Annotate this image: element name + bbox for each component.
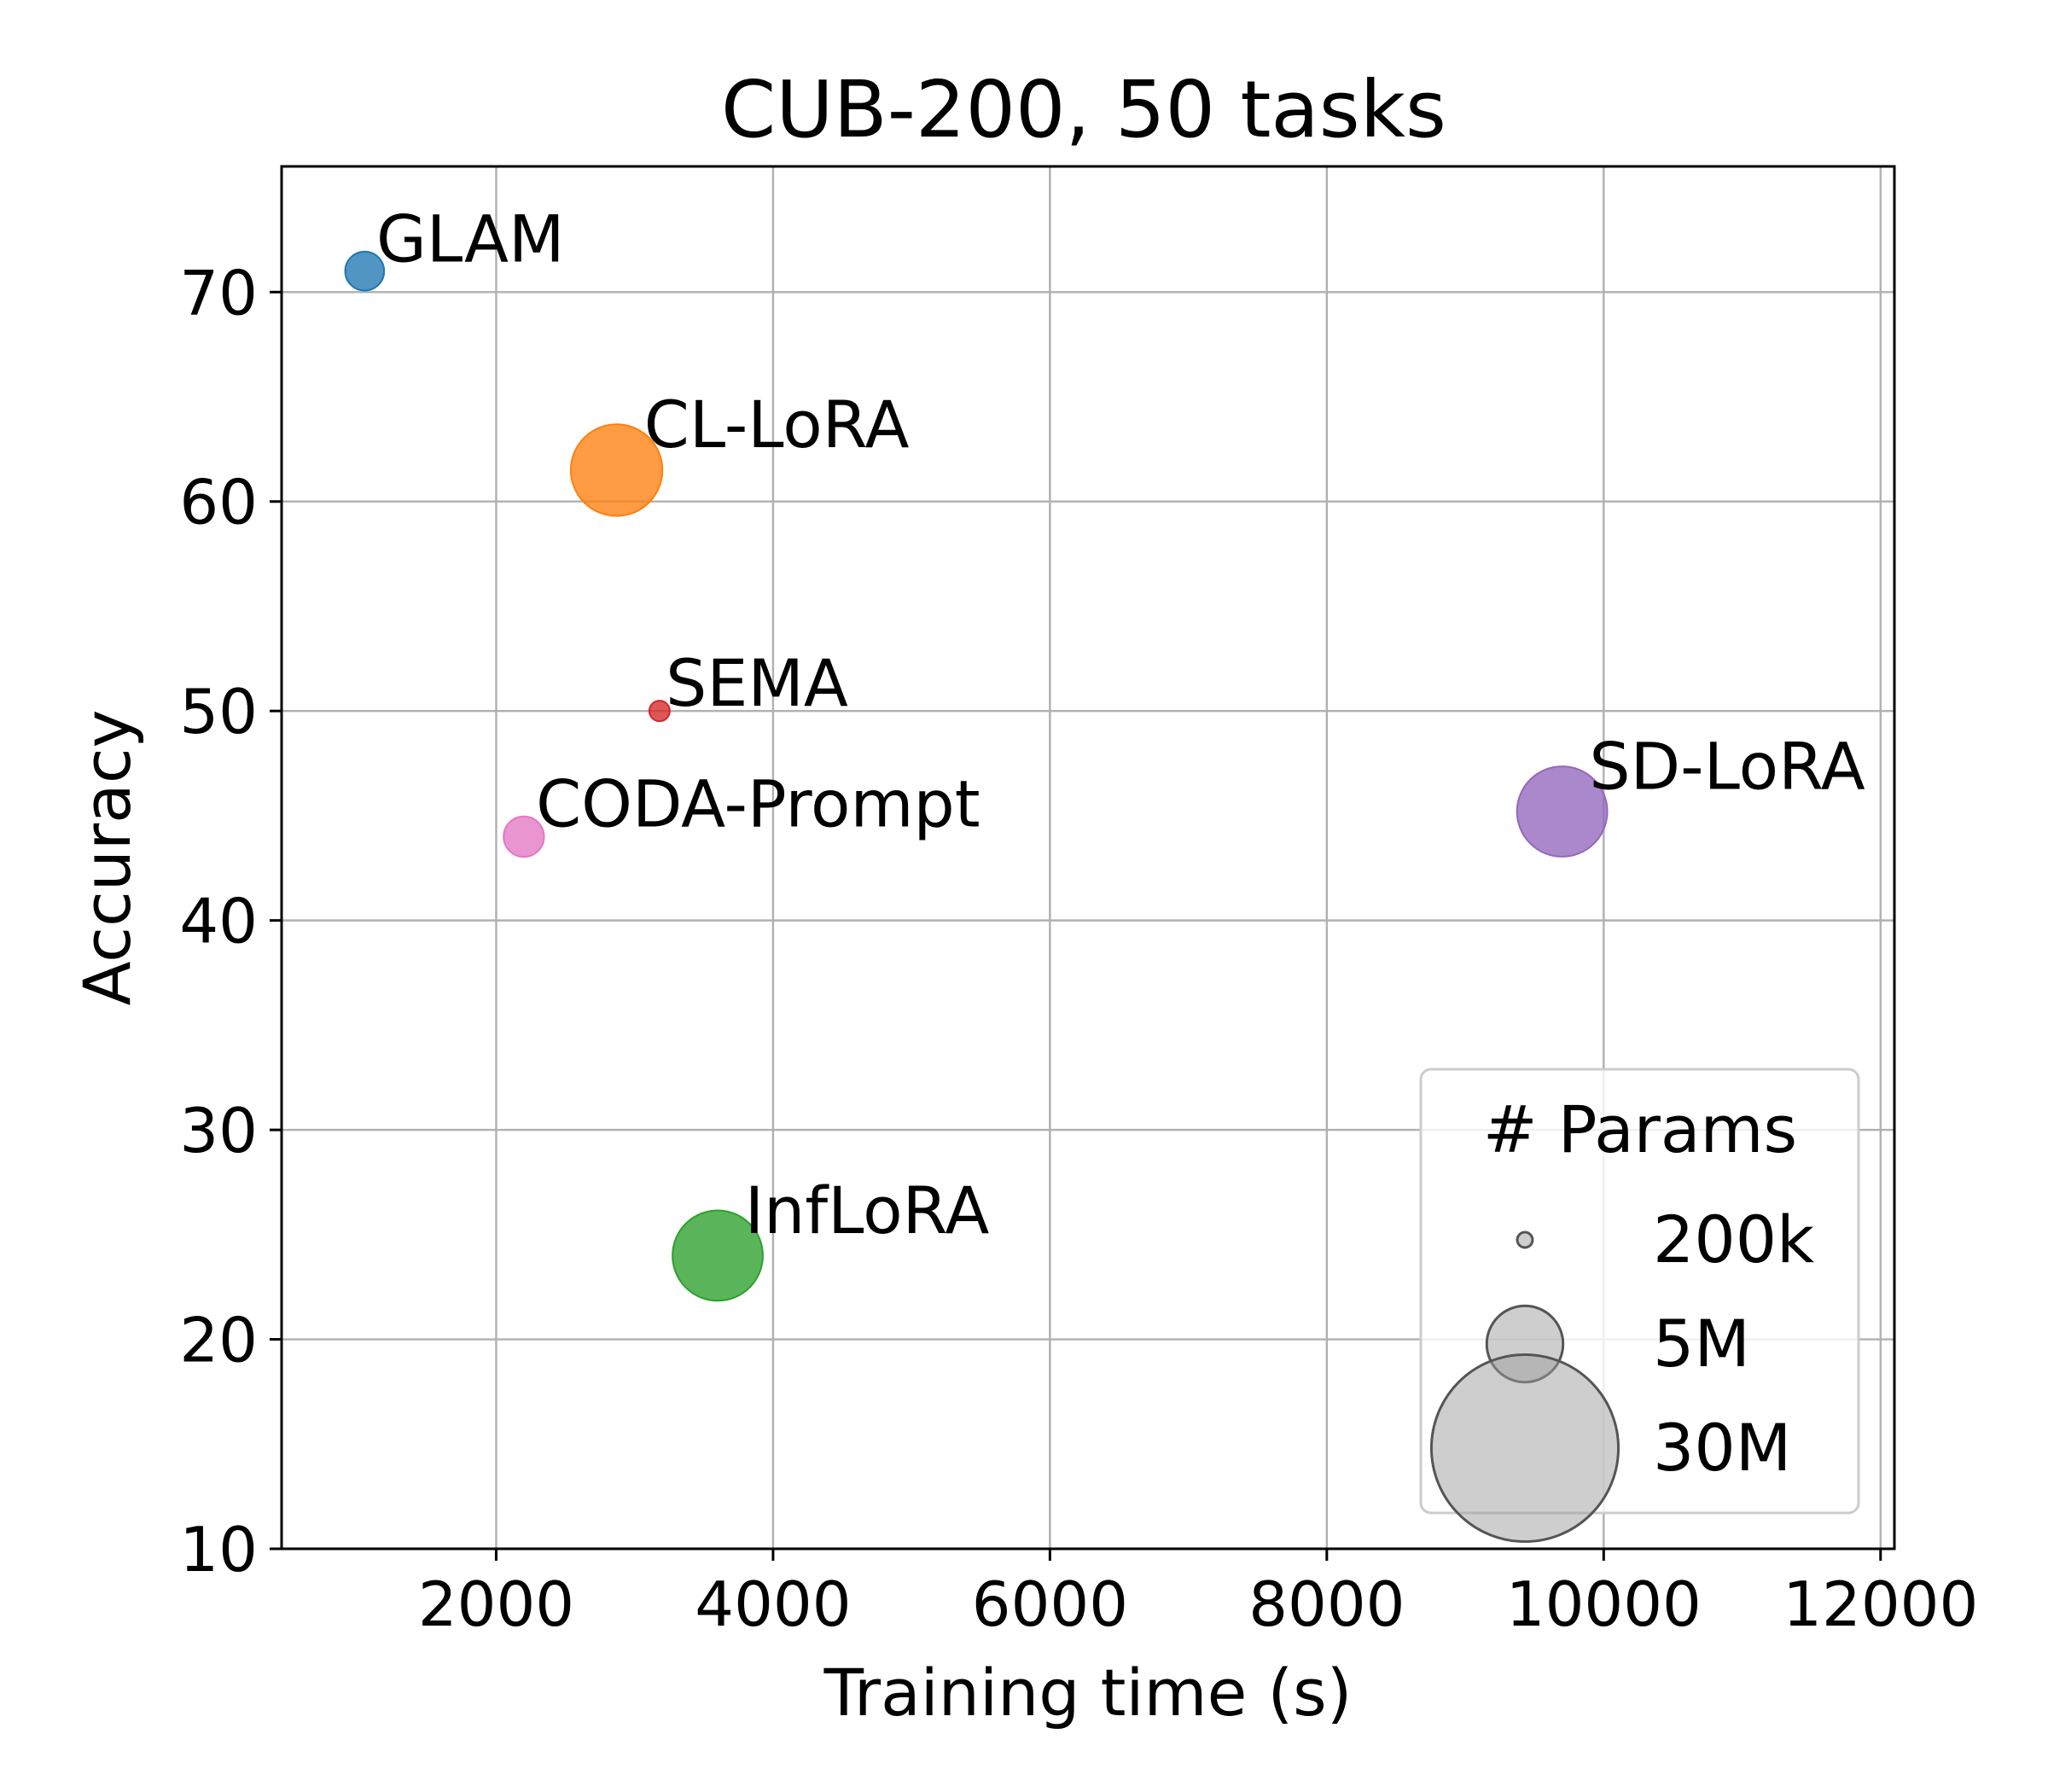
legend-label: 30M (1653, 1410, 1791, 1486)
legend-marker (1429, 1353, 1620, 1544)
data-point (648, 700, 671, 723)
y-tick-label: 20 (179, 1305, 258, 1376)
x-tick-label: 12000 (1783, 1568, 1978, 1640)
legend-label: 5M (1653, 1306, 1750, 1382)
legend-label: 200k (1653, 1201, 1814, 1277)
point-label: SD-LoRA (1589, 729, 1865, 805)
legend-title: # Params (1483, 1091, 1797, 1167)
y-tick-label: 60 (179, 467, 258, 538)
chart-title: CUB-200, 50 tasks (721, 64, 1446, 155)
data-points (344, 250, 1609, 1302)
y-axis-ticks: 10 20 30 40 50 60 70 (179, 257, 282, 1585)
x-axis-title: Training time (s) (823, 1655, 1353, 1731)
point-label: CL-LoRA (644, 387, 910, 463)
grid-lines (282, 166, 1894, 1551)
data-point (344, 250, 386, 292)
x-tick-label: 2000 (418, 1568, 574, 1640)
point-labels: GLAM CL-LoRA SEMA CODA-Prompt SD-LoRA InfLoRA (376, 201, 1865, 1248)
legend-items: 200k 5M 30M (1429, 1201, 1814, 1544)
y-tick-label: 40 (179, 886, 258, 957)
y-axis-title: Accuracy (69, 710, 145, 1006)
params-legend: # Params 200k 5M 30M (1419, 1068, 1860, 1544)
x-tick-label: 4000 (695, 1568, 851, 1640)
point-label: InfLoRA (745, 1172, 990, 1248)
data-point (569, 423, 664, 517)
point-label: GLAM (376, 201, 565, 276)
x-tick-label: 8000 (1248, 1568, 1405, 1640)
plot-frame (280, 165, 1896, 1551)
data-point (672, 1209, 764, 1302)
x-tick-label: 10000 (1506, 1568, 1702, 1640)
data-point (503, 815, 545, 858)
data-point (1516, 765, 1609, 858)
y-tick-label: 10 (179, 1514, 258, 1585)
y-tick-label: 50 (179, 676, 258, 748)
x-tick-label: 6000 (972, 1568, 1128, 1640)
legend-marker (1516, 1231, 1534, 1249)
point-label: SEMA (666, 645, 848, 721)
y-tick-label: 70 (179, 257, 258, 329)
x-axis-ticks: 2000 4000 6000 8000 10000 12000 (418, 1549, 1978, 1640)
point-label: CODA-Prompt (536, 766, 980, 842)
y-tick-label: 30 (179, 1095, 258, 1167)
